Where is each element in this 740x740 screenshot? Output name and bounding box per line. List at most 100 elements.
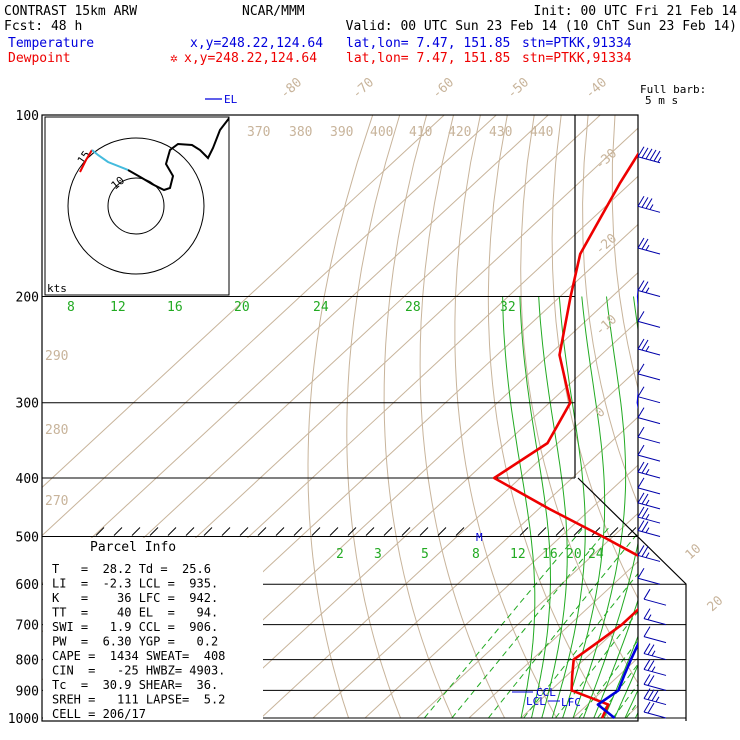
pressure-tick-label: 1000 xyxy=(8,712,39,727)
isotherm-line xyxy=(364,464,638,719)
mixing-ratio-line xyxy=(612,683,638,719)
barb-note-line2: 5 m s xyxy=(645,94,678,107)
forecast-hour: Fcst: 48 h xyxy=(4,19,82,34)
isotherm-label: -40 xyxy=(583,75,610,102)
isotherm-label: 20 xyxy=(705,593,727,615)
organization: NCAR/MMM xyxy=(242,4,305,19)
theta-label: 390 xyxy=(330,125,353,140)
level-labels: M CCL LCL LFC xyxy=(476,531,581,709)
wind-barb xyxy=(637,407,661,425)
mixing-ratio-label: 5 xyxy=(421,547,429,562)
moist-adiabat-line xyxy=(603,635,638,719)
level-hatch-mark xyxy=(573,527,583,536)
isotherm-label: -10 xyxy=(593,312,620,339)
dry-adiabat-line xyxy=(611,115,638,390)
dry-adiabat-line xyxy=(723,115,740,718)
parcel-info-row: CIN = -25 HWBZ= 4903. xyxy=(52,664,225,678)
level-hatch-mark xyxy=(455,527,465,536)
model-title: CONTRAST 15km ARW xyxy=(4,4,137,19)
parcel-info-row: LI = -2.3 LCL = 935. xyxy=(52,577,218,591)
mixing-ratio-label: 32 xyxy=(500,300,516,315)
isotherm-label: -30 xyxy=(593,146,620,173)
isotherm-line xyxy=(624,705,638,719)
parcel-info-row: SREH = 111 LAPSE= 5.2 xyxy=(52,693,225,707)
wind-barb xyxy=(637,545,661,562)
hodograph-ring-label-15: 15 xyxy=(75,148,93,166)
sounding-profiles xyxy=(492,151,638,720)
pressure-tick-label: 200 xyxy=(16,291,39,306)
dry-adiabat-lines xyxy=(307,115,740,719)
wind-barb xyxy=(637,492,661,510)
init-time: Init: 00 UTC Fri 21 Feb 14 xyxy=(534,4,738,19)
mixing-ratio-label: 3 xyxy=(374,547,382,562)
level-hatch-mark xyxy=(437,527,447,536)
dry-adiabat-line xyxy=(454,115,558,719)
theta-label: 370 xyxy=(247,125,270,140)
isotherm-line xyxy=(42,115,445,489)
mixing-ratio-label: 28 xyxy=(405,300,421,315)
dry-adiabat-line xyxy=(307,115,374,719)
level-hatch-mark xyxy=(419,527,429,536)
parcel-info-row: T = 28.2 Td = 25.6 xyxy=(52,562,211,576)
wind-barb xyxy=(643,626,667,644)
isotherm-label: -70 xyxy=(350,75,377,102)
dewpoint-xy: x,y=248.22,124.64 xyxy=(184,51,317,66)
wind-barb xyxy=(637,506,661,524)
mixing-ratio-label: 24 xyxy=(588,547,604,562)
parcel-info-row: K = 36 LFC = 942. xyxy=(52,591,218,605)
theta-label: 410 xyxy=(409,125,432,140)
parcel-info-row: PW = 6.30 YGP = 0.2 xyxy=(52,635,218,649)
isotherm-line xyxy=(156,271,638,719)
mixing-ratio-label: 16 xyxy=(542,547,558,562)
moist-adiabat-line xyxy=(593,598,638,719)
theta-label: 280 xyxy=(45,423,68,438)
wind-barbs xyxy=(637,146,667,719)
dewpoint-legend: Dewpoint xyxy=(8,51,71,66)
moist-adiabat-line xyxy=(502,296,536,719)
isotherm-label: -50 xyxy=(505,75,532,102)
level-hatch-mark xyxy=(401,527,411,536)
theta-label: 400 xyxy=(370,125,393,140)
level-hatch-mark xyxy=(383,527,393,536)
level-label-ccl: CCL xyxy=(536,686,556,699)
hodograph-trace-low xyxy=(79,149,93,173)
level-hatch-mark xyxy=(347,527,357,536)
mixing-ratio-label: 20 xyxy=(566,547,582,562)
wind-barb xyxy=(637,338,661,356)
level-hatch-mark xyxy=(609,527,619,536)
moist-adiabat-line xyxy=(614,664,638,719)
parcel-info-row: SWI = 1.9 CCL = 906. xyxy=(52,620,218,634)
wind-barb xyxy=(637,311,661,328)
wind-barb xyxy=(637,426,661,444)
mixing-ratio-label: 16 xyxy=(167,300,183,315)
dewpoint-station: stn=PTKK,91334 xyxy=(522,51,632,66)
wind-barb xyxy=(637,567,661,585)
wind-barb xyxy=(637,477,661,495)
parcel-info-background xyxy=(43,538,263,720)
dry-adiabat-line xyxy=(419,115,506,719)
dry-adiabat-line xyxy=(520,115,638,684)
moist-adiabat-line xyxy=(634,711,638,719)
mixing-ratio-label: 12 xyxy=(510,547,526,562)
wind-barb xyxy=(643,701,667,719)
level-label-lfc: LFC xyxy=(561,696,581,709)
hodograph-inset: kts 10 15 xyxy=(44,116,230,296)
parcel-info-row: CELL = 206/17 xyxy=(52,707,146,721)
wind-barb xyxy=(643,659,667,676)
dry-adiabat-line xyxy=(383,115,454,719)
frame-corner-edge xyxy=(577,477,687,721)
level-hatch-mark xyxy=(329,527,339,536)
level-hatch-mark xyxy=(239,527,249,536)
wind-barb xyxy=(643,688,667,706)
pressure-tick-label: 100 xyxy=(16,109,39,124)
theta-label: 270 xyxy=(45,494,68,509)
wind-barb xyxy=(643,588,667,606)
isotherm-label: -60 xyxy=(430,75,457,102)
level-hatch-mark xyxy=(95,527,105,536)
isotherm-line xyxy=(416,512,638,719)
dry-adiabat-line xyxy=(346,115,402,719)
wind-barb xyxy=(637,237,661,255)
temperature-latlon: lat,lon= 7.47, 151.85 xyxy=(346,36,510,51)
dry-adiabat-line xyxy=(696,115,740,718)
wind-barb xyxy=(643,674,667,691)
